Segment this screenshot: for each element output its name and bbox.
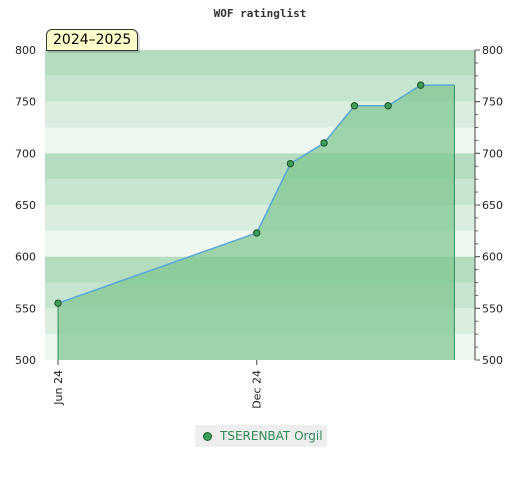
y-tick-label-right: 700 xyxy=(482,147,503,160)
y-tick-label-right: 800 xyxy=(482,44,503,57)
band xyxy=(45,50,475,76)
legend[interactable]: TSERENBAT Orgil xyxy=(195,425,327,447)
data-point[interactable] xyxy=(384,102,392,110)
x-tick-label: Jun 24 xyxy=(52,370,65,406)
data-point[interactable] xyxy=(54,299,62,307)
chart-title: WOF ratinglist xyxy=(214,7,307,20)
y-tick-label-left: 700 xyxy=(15,147,36,160)
data-point[interactable] xyxy=(253,229,261,237)
y-tick-label-right: 750 xyxy=(482,96,503,109)
y-tick-label-left: 750 xyxy=(15,96,36,109)
area-fill xyxy=(58,85,455,360)
y-tick-label-left: 500 xyxy=(15,354,36,367)
y-tick-label-right: 600 xyxy=(482,251,503,264)
x-axis: Jun 24 Dec 24 xyxy=(52,360,264,409)
series-line xyxy=(57,84,455,304)
y-tick-label-left: 650 xyxy=(15,199,36,212)
data-point[interactable] xyxy=(350,102,359,110)
x-tick-label: Dec 24 xyxy=(251,370,264,409)
y-axis-right: 500 550 600 650 700 750 800 xyxy=(474,44,503,367)
data-points xyxy=(54,81,425,307)
y-tick-label-right: 500 xyxy=(482,354,503,367)
rating-area xyxy=(57,84,455,360)
y-tick-label-left: 550 xyxy=(15,302,36,315)
data-point[interactable] xyxy=(286,159,295,168)
data-point[interactable] xyxy=(320,139,328,147)
data-point[interactable] xyxy=(417,81,425,89)
season-label: 2024–2025 xyxy=(46,29,139,51)
legend-marker xyxy=(203,431,212,441)
y-axis-left: 500 550 600 650 700 750 800 xyxy=(15,44,36,367)
y-tick-label-left: 800 xyxy=(15,44,36,57)
y-tick-label-right: 550 xyxy=(482,302,503,315)
legend-label-series: TSERENBAT Orgil xyxy=(220,429,323,443)
y-tick-label-right: 650 xyxy=(482,199,503,212)
y-tick-label-left: 600 xyxy=(15,251,36,264)
